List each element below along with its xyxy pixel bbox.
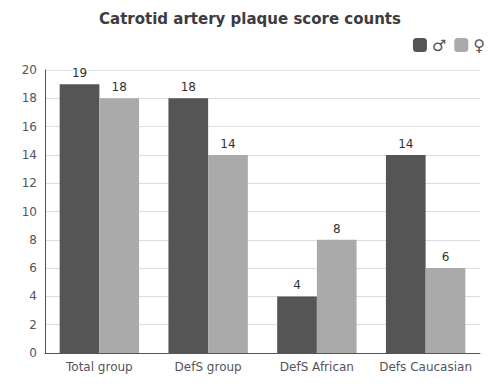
svg-text:4: 4	[293, 278, 301, 292]
svg-text:Total group: Total group	[65, 360, 133, 374]
svg-text:♂: ♂	[432, 36, 446, 55]
svg-text:20: 20	[22, 63, 37, 77]
svg-text:14: 14	[398, 137, 413, 151]
svg-text:18: 18	[22, 91, 37, 105]
svg-text:DefS African: DefS African	[280, 360, 354, 374]
svg-text:♀: ♀	[473, 36, 485, 55]
svg-text:19: 19	[72, 66, 87, 80]
svg-text:2: 2	[29, 318, 37, 332]
svg-text:Defs Caucasian: Defs Caucasian	[379, 360, 472, 374]
svg-text:Catrotid artery plaque score c: Catrotid artery plaque score counts	[99, 10, 401, 28]
svg-text:18: 18	[181, 80, 196, 94]
svg-text:12: 12	[22, 176, 37, 190]
svg-text:14: 14	[22, 148, 37, 162]
svg-text:6: 6	[29, 261, 37, 275]
svg-text:16: 16	[22, 120, 37, 134]
svg-text:DefS group: DefS group	[175, 360, 242, 374]
svg-text:8: 8	[333, 222, 341, 236]
svg-text:6: 6	[442, 250, 450, 264]
svg-text:18: 18	[112, 80, 127, 94]
svg-text:14: 14	[220, 137, 235, 151]
svg-text:10: 10	[22, 205, 37, 219]
svg-text:4: 4	[29, 289, 37, 303]
svg-text:0: 0	[29, 346, 37, 360]
svg-text:8: 8	[29, 233, 37, 247]
